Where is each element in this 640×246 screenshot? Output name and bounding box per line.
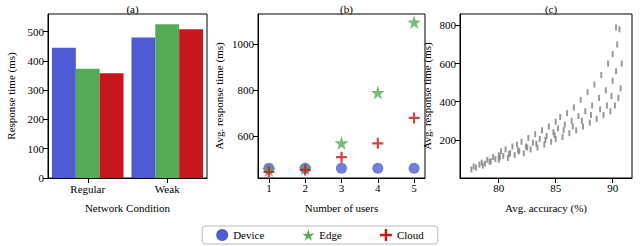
svg-text:300: 300 xyxy=(28,84,45,96)
svg-text:400: 400 xyxy=(440,96,457,108)
svg-text:Number of users: Number of users xyxy=(305,202,378,214)
svg-text:200: 200 xyxy=(28,113,45,125)
svg-text:Device: Device xyxy=(233,229,264,241)
svg-text:100: 100 xyxy=(28,143,45,155)
svg-text:600: 600 xyxy=(238,130,255,142)
svg-text:80: 80 xyxy=(493,182,505,194)
svg-text:Avg. response time (ms): Avg. response time (ms) xyxy=(213,42,226,150)
svg-text:Edge: Edge xyxy=(319,229,342,241)
svg-text:1000: 1000 xyxy=(232,38,255,50)
svg-text:90: 90 xyxy=(607,182,619,194)
svg-text:85: 85 xyxy=(550,182,562,194)
svg-text:2: 2 xyxy=(302,182,308,194)
svg-text:3: 3 xyxy=(339,182,345,194)
svg-text:Avg. response time (ms): Avg. response time (ms) xyxy=(421,42,434,150)
svg-text:800: 800 xyxy=(440,19,457,31)
svg-text:600: 600 xyxy=(440,58,457,70)
svg-text:Regular: Regular xyxy=(70,183,105,195)
svg-text:Avg. accuracy (%): Avg. accuracy (%) xyxy=(505,202,587,215)
svg-text:5: 5 xyxy=(411,182,417,194)
svg-text:(b): (b) xyxy=(340,3,353,16)
svg-text:(c): (c) xyxy=(545,3,558,16)
svg-text:4: 4 xyxy=(375,182,381,194)
svg-text:1: 1 xyxy=(266,182,272,194)
svg-text:0: 0 xyxy=(39,172,45,184)
svg-text:Weak: Weak xyxy=(155,183,180,195)
svg-text:400: 400 xyxy=(28,55,45,67)
svg-text:Network Condition: Network Condition xyxy=(85,202,171,214)
svg-text:800: 800 xyxy=(238,84,255,96)
svg-text:(a): (a) xyxy=(126,3,139,16)
svg-text:Cloud: Cloud xyxy=(397,229,424,241)
svg-text:Response time (ms): Response time (ms) xyxy=(5,52,18,140)
svg-text:500: 500 xyxy=(28,26,45,38)
svg-text:200: 200 xyxy=(440,134,457,146)
